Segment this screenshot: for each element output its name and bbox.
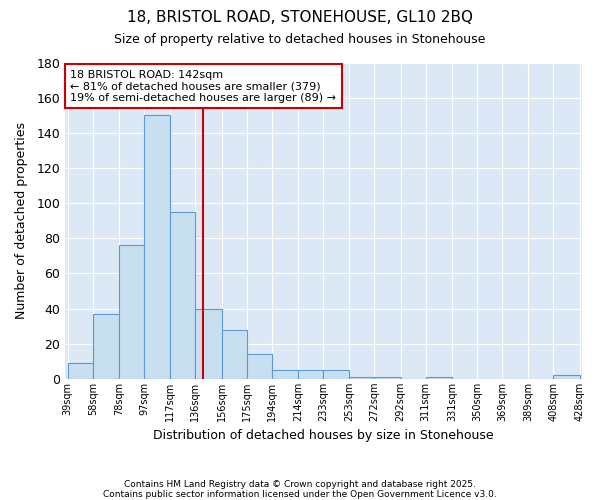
Bar <box>349 377 374 379</box>
Bar <box>144 115 170 379</box>
Bar <box>119 246 144 379</box>
Bar <box>553 376 580 379</box>
Bar <box>68 363 93 379</box>
Y-axis label: Number of detached properties: Number of detached properties <box>15 122 28 319</box>
Text: 18, BRISTOL ROAD, STONEHOUSE, GL10 2BQ: 18, BRISTOL ROAD, STONEHOUSE, GL10 2BQ <box>127 10 473 25</box>
X-axis label: Distribution of detached houses by size in Stonehouse: Distribution of detached houses by size … <box>154 430 494 442</box>
Bar <box>222 330 247 379</box>
Bar <box>170 212 196 379</box>
Bar <box>298 370 323 379</box>
Text: Contains public sector information licensed under the Open Government Licence v3: Contains public sector information licen… <box>103 490 497 499</box>
Bar <box>196 308 222 379</box>
Bar <box>426 377 452 379</box>
Bar <box>247 354 272 379</box>
Bar <box>374 377 401 379</box>
Bar <box>323 370 349 379</box>
Bar <box>93 314 119 379</box>
Text: Size of property relative to detached houses in Stonehouse: Size of property relative to detached ho… <box>115 32 485 46</box>
Text: 18 BRISTOL ROAD: 142sqm
← 81% of detached houses are smaller (379)
19% of semi-d: 18 BRISTOL ROAD: 142sqm ← 81% of detache… <box>70 70 337 102</box>
Text: Contains HM Land Registry data © Crown copyright and database right 2025.: Contains HM Land Registry data © Crown c… <box>124 480 476 489</box>
Bar <box>272 370 298 379</box>
